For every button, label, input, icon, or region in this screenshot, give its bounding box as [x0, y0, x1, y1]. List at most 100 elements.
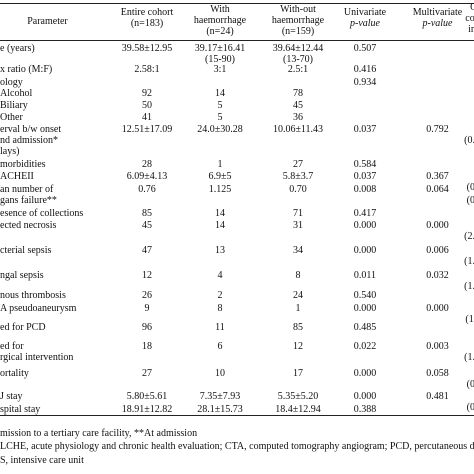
row-parameter: cterial sepsis	[0, 245, 52, 256]
row-univariate-p: 0.008	[353, 184, 377, 195]
row-odds-ratio: 3.73(1.13-12.3	[464, 281, 474, 292]
row-univariate-p: 0.540	[353, 290, 377, 301]
row-with-haemorrhage: 13	[215, 245, 225, 256]
row-without-haemorrhage: 5.35±5.20	[277, 391, 319, 402]
row-multivariate-p: 0.792	[426, 124, 449, 135]
row-univariate-p: 0.000	[353, 220, 377, 231]
row-univariate-p: 0.000	[353, 303, 377, 314]
row-parameter: ed for PCD	[0, 322, 46, 333]
row-univariate-p: 0.037	[353, 171, 377, 182]
row-entire-cohort: 0.76	[138, 184, 156, 195]
row-entire-cohort: 96	[142, 322, 152, 333]
row-without-haemorrhage: 36	[293, 112, 303, 123]
row-parameter: Other	[0, 112, 23, 123]
row-multivariate-p: 0.058	[426, 368, 449, 379]
row-with-haemorrhage: 14	[215, 220, 225, 231]
row-without-haemorrhage: 45	[293, 100, 303, 111]
row-entire-cohort: 18	[142, 341, 152, 352]
row-parameter: morbidities	[0, 159, 46, 170]
row-univariate-p: 0.417	[353, 208, 377, 219]
row-with-haemorrhage: 4	[217, 270, 223, 281]
row-odds-ratio: 113(10.6-120	[465, 314, 474, 325]
row-parameter: ngal sepsis	[0, 270, 44, 281]
header-with-haemorrhage: With haemorrhage (n=24)	[193, 4, 247, 37]
row-without-haemorrhage: 27	[293, 159, 303, 170]
row-with-haemorrhage: 39.17±16.41 (15-90)	[194, 43, 246, 65]
footnote-line: S, intensive care unit	[0, 455, 84, 466]
row-multivariate-p: 0.003	[426, 341, 449, 352]
row-univariate-p: 0.416	[353, 64, 377, 75]
row-multivariate-p: 0.000	[426, 303, 449, 314]
row-without-haemorrhage: 34	[293, 245, 303, 256]
top-rule	[0, 3, 474, 4]
row-with-haemorrhage: 8	[217, 303, 223, 314]
footnote-line: mission to a tertiary care facility, **A…	[0, 428, 198, 439]
header-multivariate: Multivariate p-value	[412, 7, 463, 29]
row-entire-cohort: 6.09±4.13	[126, 171, 168, 182]
row-parameter: e (years)	[0, 43, 35, 54]
row-parameter: Biliary	[0, 100, 28, 111]
row-with-haemorrhage: 1.125	[208, 184, 232, 195]
row-odds-ratio: 6.35(1.96-20.5	[464, 352, 474, 363]
row-parameter: esence of collections	[0, 208, 84, 219]
row-odds-ratio: 5.08(1.61-16.0	[464, 256, 474, 267]
row-without-haemorrhage: 2.5:1	[287, 64, 309, 75]
row-parameter: ology	[0, 77, 23, 88]
header-univariate: Univariate p-value	[343, 7, 387, 29]
row-entire-cohort: 50	[142, 100, 152, 111]
footnote-line: LCHE, acute physiology and chronic healt…	[0, 441, 474, 452]
row-entire-cohort: 27	[142, 368, 152, 379]
row-with-haemorrhage: 2	[217, 290, 223, 301]
row-multivariate-p: 0.032	[426, 270, 449, 281]
row-parameter: ACHEII	[0, 171, 34, 182]
header-parameter: Parameter	[27, 16, 68, 27]
header-without-haemorrhage: With-out haemorrhage (n=159)	[271, 4, 325, 37]
row-odds-ratio: 11.82(2.40-58.2	[464, 220, 474, 242]
row-parameter: J stay	[0, 391, 23, 402]
row-univariate-p: 0.934	[353, 77, 377, 88]
row-parameter: A pseudoaneurysm	[0, 303, 77, 314]
row-parameter: spital stay	[0, 404, 41, 415]
row-with-haemorrhage: 14	[215, 88, 225, 99]
bottom-rule	[0, 415, 474, 416]
row-without-haemorrhage: 18.4±12.94	[275, 404, 321, 415]
row-multivariate-p: 0.064	[426, 184, 449, 195]
row-without-haemorrhage: 1	[295, 303, 301, 314]
row-parameter: ed for rgical intervention	[0, 341, 74, 363]
header-entire-cohort: Entire cohort (n=183)	[120, 7, 174, 29]
row-parameter: ected necrosis	[0, 220, 57, 231]
row-without-haemorrhage: 24	[293, 290, 303, 301]
row-parameter: ortality	[0, 368, 29, 379]
row-entire-cohort: 18.91±12.82	[121, 404, 173, 415]
row-without-haemorrhage: 8	[295, 270, 301, 281]
row-with-haemorrhage: 24.0±30.28	[197, 124, 243, 135]
row-entire-cohort: 12.51±17.09	[121, 124, 173, 135]
row-odds-ratio: 0.91(0.74-1.1	[466, 182, 474, 193]
row-without-haemorrhage: 17	[293, 368, 303, 379]
row-multivariate-p: 0.006	[426, 245, 449, 256]
row-without-haemorrhage: 78	[293, 88, 303, 99]
row-univariate-p: 0.011	[353, 270, 377, 281]
row-without-haemorrhage: 39.64±12.44 (13-70)	[272, 43, 324, 65]
row-without-haemorrhage: 31	[293, 220, 303, 231]
row-univariate-p: 0.000	[353, 391, 377, 402]
row-with-haemorrhage: 14	[215, 208, 225, 219]
row-entire-cohort: 45	[142, 220, 152, 231]
row-odds-ratio: 1.13(0.54-2.3	[466, 195, 474, 206]
row-with-haemorrhage: 6.9±5	[208, 171, 232, 182]
row-univariate-p: 0.000	[353, 245, 377, 256]
row-entire-cohort: 41	[142, 112, 152, 123]
row-with-haemorrhage: 10	[215, 368, 225, 379]
row-parameter: an number of gans failure**	[0, 184, 57, 206]
row-univariate-p: 0.000	[353, 368, 377, 379]
row-with-haemorrhage: 3:1	[213, 64, 227, 75]
row-without-haemorrhage: 85	[293, 322, 303, 333]
row-parameter: x ratio (M:F)	[0, 64, 53, 75]
row-entire-cohort: 47	[142, 245, 152, 256]
row-with-haemorrhage: 28.1±15.73	[197, 404, 243, 415]
row-multivariate-p: 0.000	[426, 220, 449, 231]
row-entire-cohort: 2.58:1	[134, 64, 160, 75]
row-entire-cohort: 12	[142, 270, 152, 281]
row-univariate-p: 0.485	[353, 322, 377, 333]
